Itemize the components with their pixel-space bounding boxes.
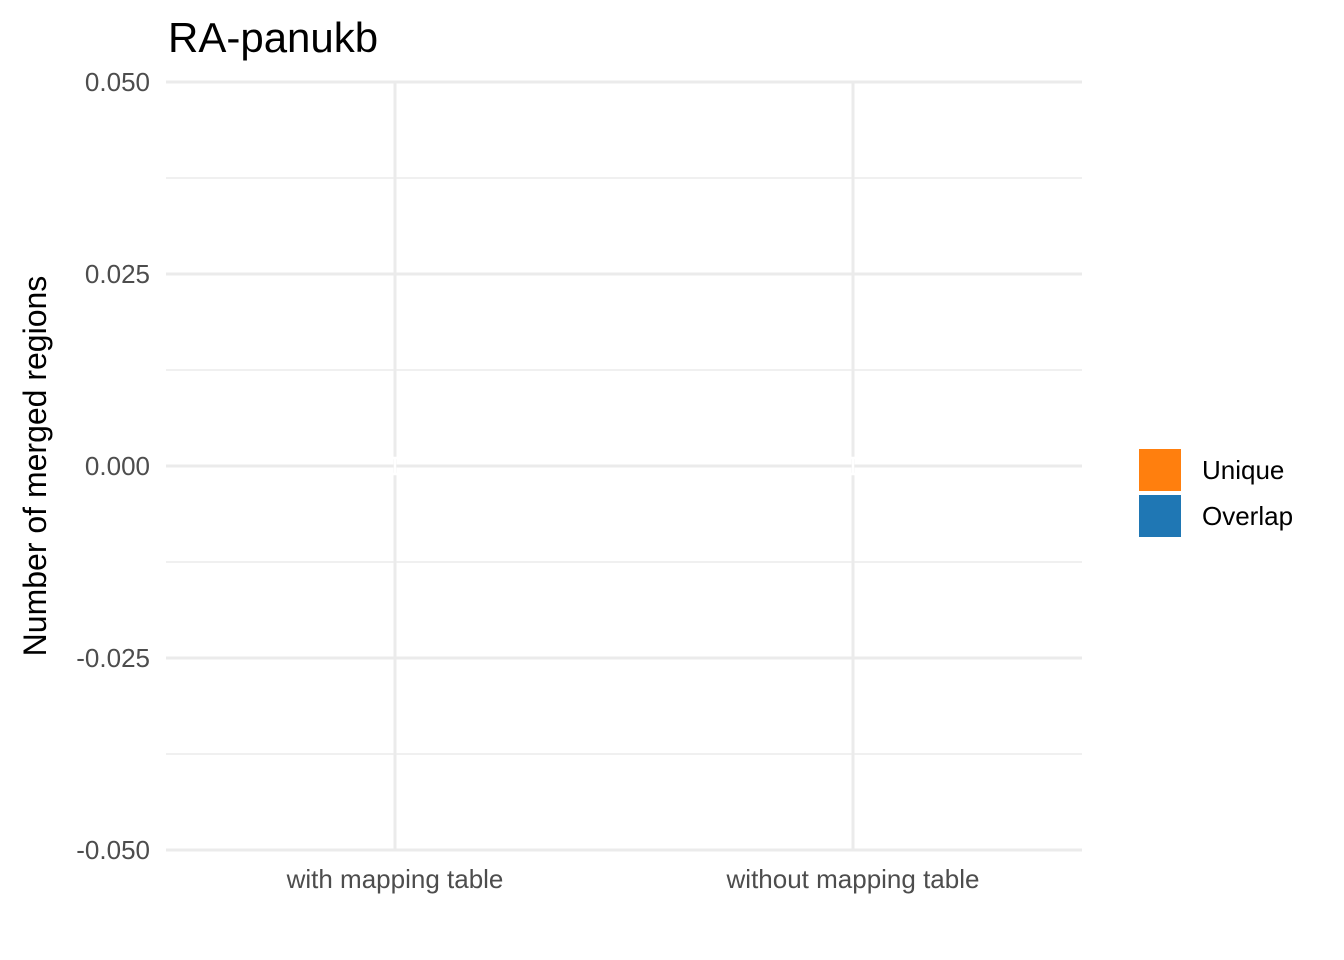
y-tick-label: 0.025 bbox=[85, 259, 150, 289]
legend-swatch-unique bbox=[1139, 449, 1181, 491]
x-tick-label: without mapping table bbox=[726, 864, 980, 894]
legend-label-overlap: Overlap bbox=[1202, 501, 1293, 531]
y-tick-label: -0.050 bbox=[76, 835, 150, 865]
y-tick-labels: -0.050 -0.025 0.000 0.025 0.050 bbox=[76, 67, 150, 865]
y-tick-label: 0.050 bbox=[85, 67, 150, 97]
major-gridlines bbox=[166, 80, 1082, 852]
legend-swatch-overlap bbox=[1139, 495, 1181, 537]
legend: Unique Overlap bbox=[1139, 449, 1293, 537]
x-tick-labels: with mapping table without mapping table bbox=[286, 864, 980, 894]
y-axis-label: Number of merged regions bbox=[17, 276, 53, 657]
chart-title: RA-panukb bbox=[168, 14, 378, 61]
legend-label-unique: Unique bbox=[1202, 455, 1284, 485]
bars bbox=[389, 456, 859, 476]
y-tick-label: -0.025 bbox=[76, 643, 150, 673]
minor-gridlines bbox=[166, 177, 1082, 755]
y-tick-label: 0.000 bbox=[85, 451, 150, 481]
x-tick-label: with mapping table bbox=[286, 864, 504, 894]
